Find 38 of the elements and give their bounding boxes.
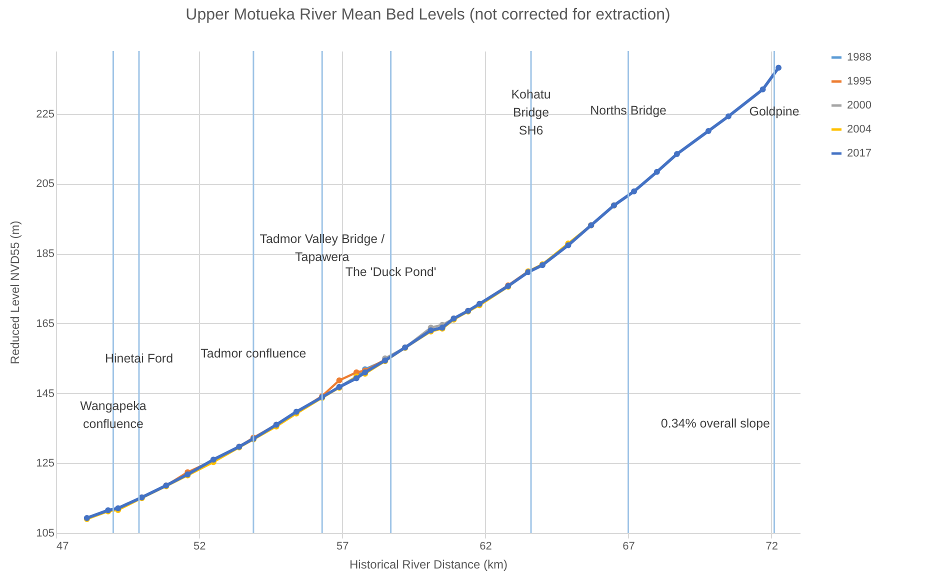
ref-line-label: The 'Duck Pond' xyxy=(345,264,436,279)
point xyxy=(631,188,638,194)
point xyxy=(705,128,712,134)
point xyxy=(654,168,660,175)
y-tick-label: 105 xyxy=(36,528,54,540)
x-tick-label: 72 xyxy=(766,540,778,552)
y-tick-label: 225 xyxy=(36,108,54,120)
y-axis-title: Reduced Level NVD55 (m) xyxy=(8,220,22,364)
x-tick-label: 67 xyxy=(622,540,635,552)
point xyxy=(760,86,766,92)
x-axis-title: Historical River Distance (km) xyxy=(349,558,508,572)
legend-label: 2000 xyxy=(847,100,872,112)
point xyxy=(674,151,680,158)
point xyxy=(776,64,782,71)
x-tick-label: 62 xyxy=(480,540,492,552)
legend-label: 2017 xyxy=(847,148,872,160)
x-tick-label: 57 xyxy=(336,540,349,552)
ref-line-label: Kohatu Bridge SH6 xyxy=(511,88,551,138)
ref-line-label: Hinetai Ford xyxy=(104,352,174,366)
ref-line-label: Wangapeka confluence xyxy=(80,399,146,432)
point xyxy=(725,113,732,120)
ref-line-label: Tadmor confluence xyxy=(200,346,306,361)
legend-label: 2004 xyxy=(847,124,872,136)
ref-line-label: Goldpine xyxy=(749,104,800,119)
annotation: 0.34% overall slope xyxy=(660,416,770,430)
ref-line-label: Norths Bridge xyxy=(590,103,667,118)
ref-line-label: Tadmor Valley Bridge / Tapawera xyxy=(260,232,386,264)
y-tick-label: 185 xyxy=(36,248,54,260)
y-tick-label: 125 xyxy=(36,458,54,470)
point xyxy=(336,377,342,384)
x-tick-label: 47 xyxy=(56,540,69,552)
chart-title: Upper Motueka River Mean Bed Levels (not corrected for extraction) xyxy=(186,6,670,24)
y-tick-label: 145 xyxy=(36,388,54,400)
legend-label: 1988 xyxy=(847,52,872,64)
y-tick-label: 165 xyxy=(36,318,54,330)
legend-label: 1995 xyxy=(847,76,872,88)
x-tick-label: 52 xyxy=(193,540,206,552)
y-tick-label: 205 xyxy=(36,178,54,190)
